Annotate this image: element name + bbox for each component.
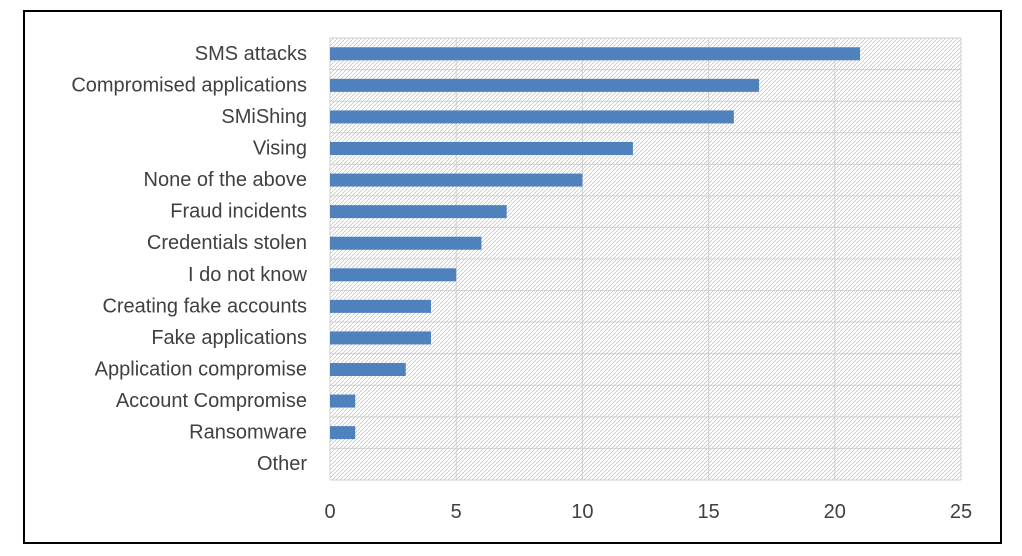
bar <box>330 426 356 440</box>
bar <box>330 173 583 187</box>
category-label: Fake applications <box>151 327 307 349</box>
bar <box>330 299 431 313</box>
category-label: Other <box>257 453 307 475</box>
category-label: Vising <box>253 138 307 160</box>
bar <box>330 78 760 92</box>
category-label: Account Compromise <box>116 390 307 412</box>
bar <box>330 142 633 155</box>
category-label: Ransomware <box>189 422 307 444</box>
category-label: None of the above <box>144 169 307 191</box>
bar <box>330 205 507 219</box>
category-label: SMiShing <box>221 106 307 128</box>
category-label: Creating fake accounts <box>102 295 307 317</box>
category-label: Fraud incidents <box>170 201 307 223</box>
x-tick-label: 15 <box>697 501 719 523</box>
x-tick-label: 10 <box>571 501 593 523</box>
x-tick-label: 5 <box>451 501 462 523</box>
bar <box>330 331 431 345</box>
bars <box>330 47 861 440</box>
x-tick-label: 0 <box>324 501 335 523</box>
bar <box>330 110 734 124</box>
category-label: Application compromise <box>95 359 307 381</box>
category-label: SMS attacks <box>195 43 307 65</box>
category-label: Credentials stolen <box>147 232 307 254</box>
x-tick-labels: 0 5 10 15 20 25 <box>324 501 972 523</box>
category-label: I do not know <box>188 264 308 286</box>
x-tick-label: 25 <box>950 501 972 523</box>
bar <box>330 47 861 61</box>
bar <box>330 236 482 250</box>
x-tick-label: 20 <box>824 501 846 523</box>
category-labels: SMS attacks Compromised applications SMiSh… <box>71 43 307 475</box>
bar <box>330 363 406 376</box>
bar <box>330 268 457 282</box>
category-label: Compromised applications <box>71 74 307 96</box>
bar <box>330 394 356 408</box>
